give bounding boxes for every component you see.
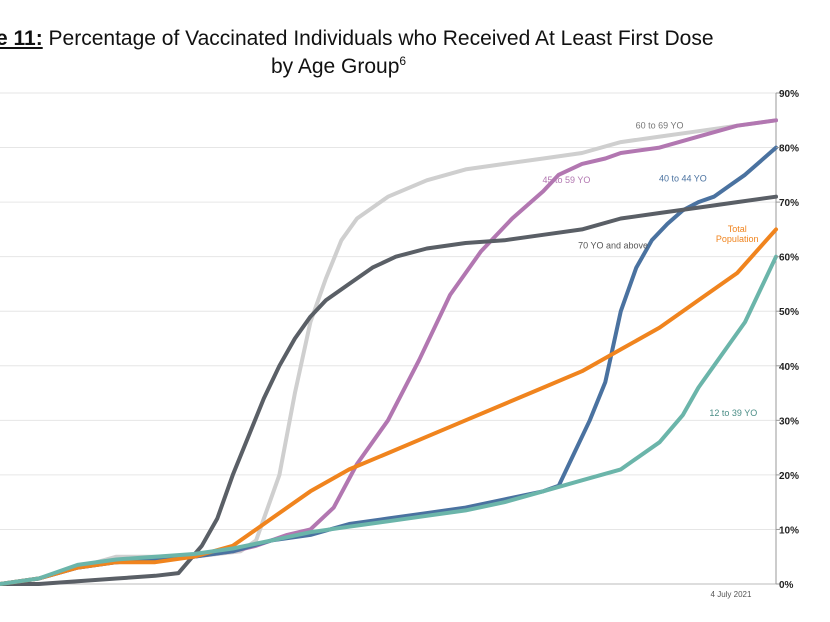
y-tick-label-50: 50%: [779, 307, 799, 318]
series-line-5: [0, 254, 778, 586]
series-line-4: [0, 227, 778, 586]
y-tick-label-40: 40%: [779, 362, 799, 373]
title-text-1: Percentage of Vaccinated Individuals who…: [42, 27, 714, 50]
series-label-4-0: Total: [728, 224, 747, 234]
series-line-1: [0, 118, 778, 586]
y-axis-ticks: 0% 10% 20% 30% 40% 50% 60% 70% 80% 90%: [776, 89, 799, 591]
series-label-1: 45 to 59 YO: [543, 175, 591, 185]
y-tick-label-30: 30%: [779, 416, 799, 427]
series-line-0: [0, 118, 778, 586]
series-labels: 60 to 69 YO 45 to 59 YO 40 to 44 YO 70 YO a…: [543, 120, 759, 418]
title-footnote: 6: [399, 54, 407, 68]
y-tick-label-80: 80%: [779, 144, 799, 155]
grid-lines: [0, 92, 776, 530]
series-lines: [0, 118, 778, 586]
x-axis-date-label: 4 July 2021: [711, 590, 752, 599]
axes: [0, 93, 777, 585]
figure-number: e 11:: [0, 27, 43, 50]
series-line-3: [0, 194, 778, 586]
title-line-2: by Age Group6: [271, 54, 406, 80]
series-label-3: 70 YO and above: [578, 240, 648, 250]
y-tick-label-60: 60%: [779, 253, 799, 264]
title-text-2: by Age Group: [271, 55, 400, 78]
y-tick-label-10: 10%: [779, 525, 799, 536]
series-label-4-1: Population: [716, 234, 759, 244]
y-tick-label-90: 90%: [779, 89, 799, 100]
title-line-1: e 11: Percentage of Vaccinated Individua…: [0, 26, 714, 52]
y-tick-label-20: 20%: [779, 471, 799, 482]
series-label-0: 60 to 69 YO: [636, 120, 684, 130]
series-label-5: 12 to 39 YO: [709, 408, 757, 418]
y-tick-label-0: 0%: [779, 580, 794, 591]
y-tick-label-70: 70%: [779, 198, 799, 209]
series-label-2: 40 to 44 YO: [659, 173, 707, 183]
